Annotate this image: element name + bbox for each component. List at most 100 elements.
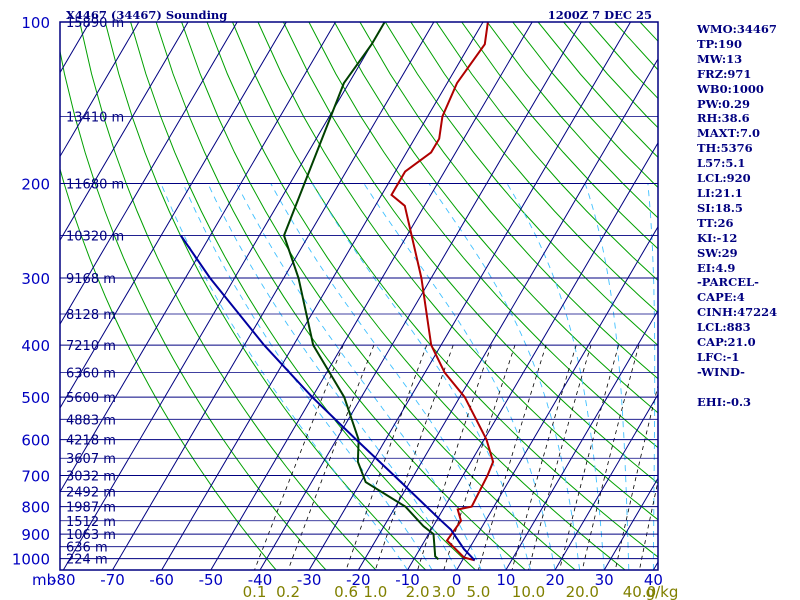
dry-adiabat <box>257 22 658 521</box>
chart-datetime: 1200Z 7 DEC 25 <box>548 8 652 22</box>
height-label: 636 m <box>66 541 108 556</box>
isotherm-line <box>456 225 658 570</box>
temperature-profile-line <box>390 22 495 562</box>
height-label: 3607 m <box>66 452 116 467</box>
height-label: 11680 m <box>66 178 124 193</box>
sounding-index-line: CINH:47224 <box>697 305 778 320</box>
sounding-index-line: EHI:-0.3 <box>697 394 752 409</box>
sounding-index-line: SW:29 <box>697 245 738 260</box>
isotherm-line <box>161 22 484 570</box>
mixing-ratio-label: 5.0 <box>466 583 490 600</box>
moist-adiabat <box>236 183 482 570</box>
height-label: 10320 m <box>66 230 124 245</box>
sounding-index-line: EI:4.9 <box>697 260 736 275</box>
sounding-index-line: MAXT:7.0 <box>697 126 760 141</box>
dry-adiabat <box>79 22 377 570</box>
isotherm-line <box>407 141 658 570</box>
height-label: 8128 m <box>66 308 116 323</box>
height-label: 3032 m <box>66 470 116 485</box>
sounding-index-line: WMO:34467 <box>697 22 777 36</box>
sounding-index-line: -WIND- <box>697 364 745 379</box>
moist-adiabat <box>363 183 556 570</box>
pressure-tick-label: 300 <box>21 270 50 288</box>
sounding-index-line <box>697 380 797 395</box>
sounding-index-line: RH:38.6 <box>697 111 750 126</box>
temperature-tick-label: -40 <box>248 571 273 589</box>
height-label: 4883 m <box>66 413 116 428</box>
temperature-tick-label: 40 <box>644 571 663 589</box>
sounding-index-line: KI:-12 <box>697 230 738 245</box>
parcel-profile-line <box>179 234 476 561</box>
height-label: 9168 m <box>66 272 116 287</box>
moist-adiabat <box>584 183 630 570</box>
sounding-index-line: TP:190 <box>697 36 743 51</box>
mixing-ratio-line <box>511 344 577 570</box>
height-label: 15890 m <box>66 16 124 31</box>
height-label: 1512 m <box>66 515 116 530</box>
temperature-tick-label: -50 <box>199 571 224 589</box>
isotherm-line <box>357 58 658 570</box>
height-label: 1063 m <box>66 528 116 543</box>
isotherm-line <box>505 309 658 570</box>
sounding-index-line: CAP:21.0 <box>697 335 756 350</box>
moist-adiabat <box>311 183 531 570</box>
mixing-ratio-line <box>639 479 658 570</box>
moist-adiabat <box>182 183 433 570</box>
temperature-tick-label: -20 <box>346 571 371 589</box>
mixing-ratio-label: g/kg <box>646 583 679 600</box>
mixing-ratio-label: 3.0 <box>432 583 456 600</box>
pressure-tick-label: 400 <box>21 337 50 355</box>
isotherm-line <box>60 22 336 493</box>
moist-adiabat <box>647 183 656 570</box>
mixing-ratio-line <box>581 344 640 570</box>
sounding-index-line: CAPE:4 <box>697 290 745 305</box>
temperature-tick-label: 30 <box>595 571 614 589</box>
sounding-index-line: LCL:883 <box>697 320 751 335</box>
sounding-index-line: FRZ:971 <box>697 66 752 81</box>
dry-adiabat <box>181 22 576 570</box>
temperature-tick-label: -70 <box>100 571 125 589</box>
dry-adiabat <box>333 22 658 414</box>
pressure-tick-label: 800 <box>21 499 50 517</box>
temperature-tick-label: 0 <box>452 571 462 589</box>
sounding-index-line: PW:0.29 <box>697 96 751 111</box>
mixing-ratio-label: 0.2 <box>276 583 300 600</box>
plot-frame <box>59 21 659 571</box>
mixing-ratio-label: 40.0 <box>623 583 656 600</box>
dry-adiabat-lines <box>60 22 658 570</box>
sounding-indices-panel: WMO:34467 TP:190 MW:13 FRZ:971 WB0:1000 PW:0.… <box>697 22 797 410</box>
height-label: 13410 m <box>66 110 124 125</box>
height-label: 2492 m <box>66 486 116 501</box>
pressure-tick-label: 600 <box>21 432 50 450</box>
dry-adiabat <box>435 22 658 282</box>
sounding-index-line: LI:21.1 <box>697 185 743 200</box>
temperature-tick-label: 20 <box>545 571 564 589</box>
mixing-ratio-label: 1.0 <box>363 583 387 600</box>
sounding-index-line: L57:5.1 <box>697 156 746 171</box>
mixing-ratio-label: 2.0 <box>406 583 430 600</box>
sounding-index-line: WB0:1000 <box>697 81 764 96</box>
height-label: 5600 m <box>66 391 116 406</box>
dry-adiabat <box>410 22 658 314</box>
mixing-ratio-label: 20.0 <box>566 583 599 600</box>
dry-adiabat <box>384 22 658 347</box>
pressure-tick-label: 700 <box>21 468 50 486</box>
mixing-ratio-line <box>254 344 344 570</box>
temperature-tick-label: -30 <box>297 571 322 589</box>
sounding-index-line: LCL:920 <box>697 171 751 186</box>
dry-adiabat <box>104 22 427 570</box>
chart-title: X4467 (34467) Sounding <box>66 8 227 22</box>
sounding-index-line: SI:18.5 <box>697 200 743 215</box>
temperature-tick-label: -60 <box>149 571 174 589</box>
dry-adiabat <box>155 22 526 570</box>
moist-adiabat-lines <box>160 183 656 570</box>
pressure-tick-label: 1000 <box>12 551 50 569</box>
dry-adiabat <box>206 22 626 570</box>
isotherm-line <box>60 22 189 242</box>
isotherm-line <box>0 22 40 570</box>
dry-adiabat <box>60 167 277 570</box>
isotherm-line <box>554 393 658 570</box>
dry-adiabat <box>232 22 658 558</box>
